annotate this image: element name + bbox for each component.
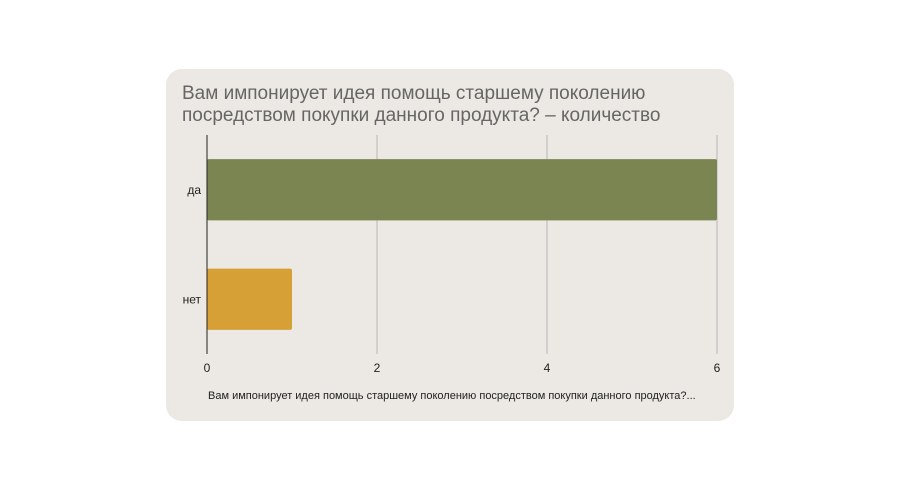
bar-0 — [207, 159, 717, 221]
bar-1 — [207, 268, 292, 330]
x-tick-label: 2 — [374, 361, 381, 375]
category-label: нет — [183, 292, 202, 306]
category-label: да — [187, 183, 201, 197]
chart-plot: 0 2 4 6 да нет — [183, 135, 721, 375]
chart-card: Вам импонирует идея помощь старшему поко… — [166, 69, 734, 421]
x-tick-label: 6 — [714, 361, 721, 375]
x-axis-label: Вам импонирует идея помощь старшему поко… — [208, 390, 696, 402]
x-tick-label: 4 — [544, 361, 551, 375]
chart-title: Вам импонирует идея помощь старшему поко… — [182, 83, 661, 126]
x-tick-label: 0 — [204, 361, 211, 375]
